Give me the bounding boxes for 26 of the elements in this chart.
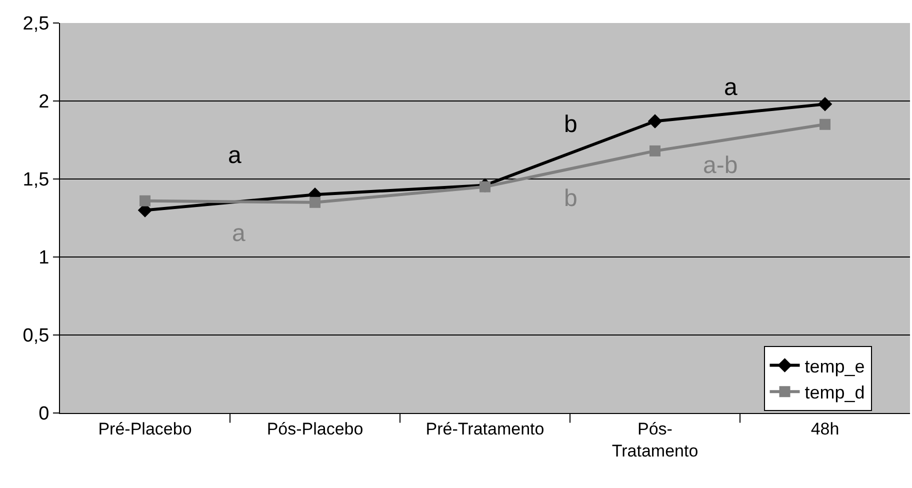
legend-label: temp_d bbox=[804, 382, 865, 403]
annotation: a bbox=[232, 220, 246, 247]
y-tick-label: 1,5 bbox=[22, 170, 50, 191]
x-tick-label: Pós-Placebo bbox=[266, 419, 364, 438]
annotation: b bbox=[564, 111, 578, 138]
point bbox=[140, 195, 150, 206]
point bbox=[480, 181, 490, 192]
annotation: b bbox=[564, 185, 578, 212]
y-tick-label: 0 bbox=[38, 404, 50, 425]
y-tick-label: 2,5 bbox=[22, 14, 50, 35]
x-tick-label: Pré-Tratamento bbox=[426, 419, 544, 438]
point bbox=[648, 114, 662, 128]
point bbox=[650, 145, 660, 156]
x-tick-label: 48h bbox=[810, 419, 840, 438]
annotation: a bbox=[724, 74, 738, 101]
y-tick-label: 0,5 bbox=[22, 326, 50, 347]
x-tick-label: Pós- Tratamento bbox=[612, 419, 698, 460]
y-tick-label: 1 bbox=[38, 248, 50, 269]
point bbox=[818, 96, 832, 112]
y-tick-label: 2 bbox=[38, 92, 50, 113]
annotation: a-b bbox=[703, 152, 738, 179]
point bbox=[820, 118, 830, 130]
point bbox=[310, 196, 320, 208]
legend-label: temp_e bbox=[804, 356, 865, 376]
annotation: a bbox=[228, 142, 242, 169]
x-tick-label: Pré-Placebo bbox=[98, 419, 192, 438]
